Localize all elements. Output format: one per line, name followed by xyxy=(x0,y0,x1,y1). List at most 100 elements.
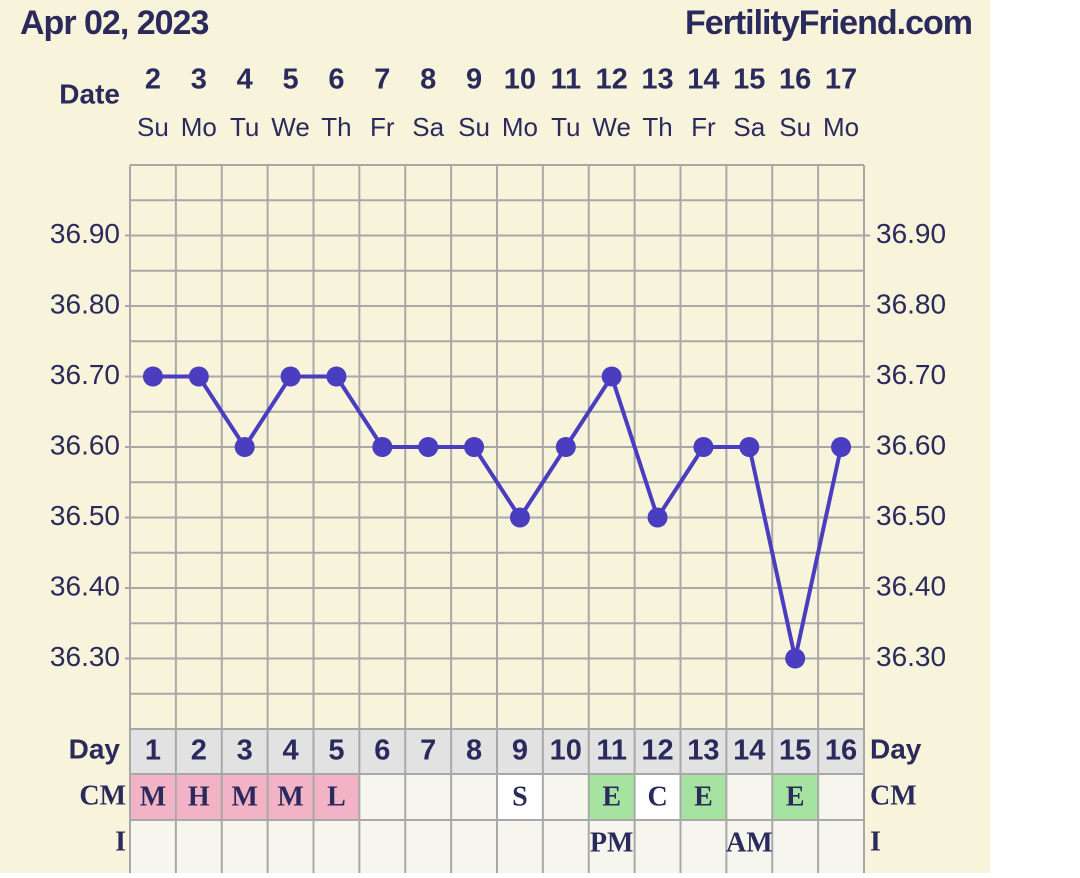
day-number: 8 xyxy=(466,735,482,767)
day-cell xyxy=(726,729,773,774)
cm-cell xyxy=(680,774,727,820)
y-tick-label: 36.70 xyxy=(50,359,120,390)
temperature-point xyxy=(188,366,209,387)
cm-cell xyxy=(772,774,819,820)
day-cell xyxy=(634,729,681,774)
day-cell xyxy=(772,729,819,774)
day-number: 10 xyxy=(550,735,582,767)
weekday-label: Th xyxy=(321,112,351,142)
x-tick-label: 2 xyxy=(145,64,161,96)
day-number: 1 xyxy=(145,735,161,767)
cm-value: M xyxy=(140,781,166,812)
weekday-label: Su xyxy=(779,112,811,142)
i-cell xyxy=(726,820,773,873)
cm-label: CM xyxy=(79,780,126,811)
cm-value: S xyxy=(512,781,528,812)
weekday-label: Su xyxy=(458,112,490,142)
cm-cell xyxy=(267,774,314,820)
i-cell xyxy=(313,820,360,873)
day-cell xyxy=(175,729,222,774)
i-cell xyxy=(497,820,543,873)
cm-value: C xyxy=(647,781,667,812)
temperature-point xyxy=(142,366,163,387)
y-tick-label: 36.60 xyxy=(50,429,120,460)
y2-tick-label: 36.60 xyxy=(876,429,946,460)
temperature-point xyxy=(739,437,760,457)
y-tick-label: 36.90 xyxy=(50,218,120,249)
weekday-label: Mo xyxy=(502,112,538,142)
cm-cell xyxy=(634,774,681,820)
day-label: Day xyxy=(870,733,922,764)
day-label: Day xyxy=(69,733,121,764)
x-tick-label: 10 xyxy=(504,64,536,96)
day-number: 6 xyxy=(374,735,390,767)
y2-tick-label: 36.70 xyxy=(876,359,946,390)
temperature-point xyxy=(601,366,622,387)
weekday-label: Mo xyxy=(823,112,859,142)
i-cell xyxy=(451,820,497,873)
day-number: 11 xyxy=(596,735,627,767)
cm-value: E xyxy=(602,781,621,812)
temperature-point xyxy=(785,648,806,669)
weekday-label: We xyxy=(592,112,631,142)
i-cell xyxy=(267,820,314,873)
day-number: 12 xyxy=(641,735,673,767)
x-tick-label: 8 xyxy=(420,64,436,96)
day-number: 3 xyxy=(237,735,253,767)
x-tick-label: 11 xyxy=(550,64,581,96)
day-cell xyxy=(405,729,452,774)
y-tick-label: 36.80 xyxy=(50,288,120,319)
y-tick-label: 36.30 xyxy=(50,641,120,672)
cm-value: M xyxy=(231,781,257,812)
y2-tick-label: 36.30 xyxy=(876,641,946,672)
i-cell xyxy=(130,820,176,873)
weekday-label: Sa xyxy=(412,112,444,142)
cm-label: CM xyxy=(870,780,917,811)
y-tick-label: 36.50 xyxy=(50,500,120,531)
cm-value: E xyxy=(694,781,713,812)
y2-tick-label: 36.90 xyxy=(876,218,946,249)
i-label: I xyxy=(115,826,126,857)
temperature-point xyxy=(326,366,347,387)
weekday-label: Fr xyxy=(370,112,395,142)
cm-cell xyxy=(497,774,543,820)
day-number: 9 xyxy=(512,735,528,767)
day-cell xyxy=(542,729,589,774)
weekday-label: We xyxy=(271,112,310,142)
x-label: Date xyxy=(59,78,120,109)
y-tick-label: 36.40 xyxy=(50,570,120,601)
day-number: 5 xyxy=(328,735,344,767)
x-tick-label: 7 xyxy=(374,64,390,96)
day-number: 16 xyxy=(825,735,857,767)
i-cell xyxy=(221,820,268,873)
temperature-point xyxy=(831,437,852,457)
cm-cell xyxy=(405,774,452,820)
temperature-line xyxy=(152,374,844,661)
day-number: 15 xyxy=(779,735,811,767)
cm-cell xyxy=(588,774,635,820)
cm-cell xyxy=(818,774,864,820)
i-cell xyxy=(680,820,727,873)
x-tick-label: 17 xyxy=(825,64,857,96)
day-cell xyxy=(680,729,727,774)
day-cell xyxy=(130,729,176,774)
cm-cell xyxy=(359,774,406,820)
cm-value: M xyxy=(277,781,303,812)
day-cell xyxy=(451,729,497,774)
y2-tick-label: 36.50 xyxy=(876,500,946,531)
temperature-point xyxy=(509,507,530,528)
x-tick-label: 15 xyxy=(733,64,765,96)
weekday-label: Tu xyxy=(551,112,580,142)
day-cell xyxy=(497,729,543,774)
day-number: 4 xyxy=(282,735,298,767)
temperature-point xyxy=(555,437,576,457)
weekday-label: Su xyxy=(137,112,169,142)
intercourse-value: PM xyxy=(590,827,634,858)
day-cell xyxy=(818,729,864,774)
y2-tick-label: 36.40 xyxy=(876,570,946,601)
i-cell xyxy=(359,820,406,873)
day-cell xyxy=(588,729,635,774)
background xyxy=(0,0,990,873)
